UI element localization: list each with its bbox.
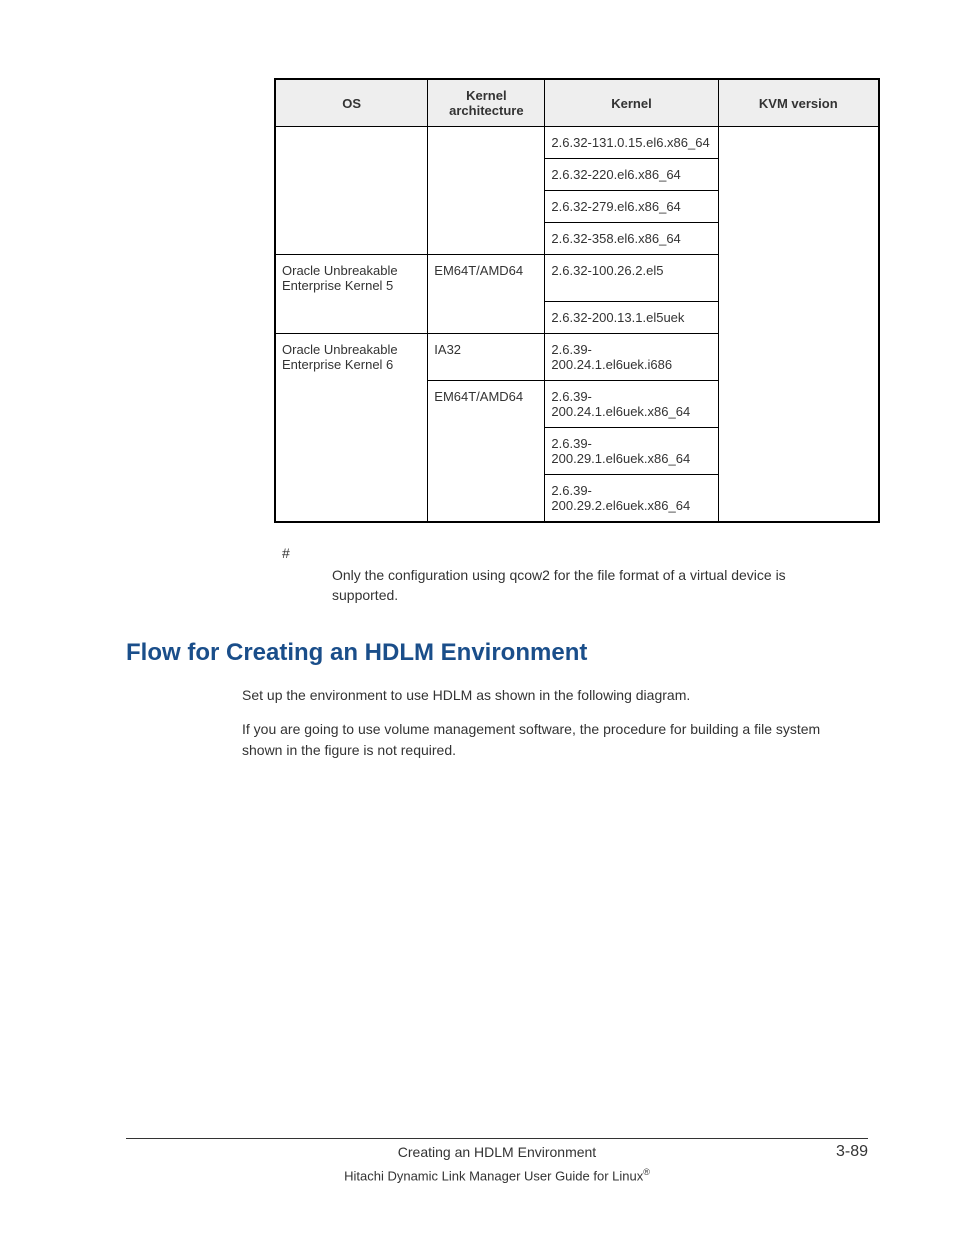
table-row: 2.6.32-131.0.15.el6.x86_64 [275,127,879,159]
table-row: 2.6.39-200.29.1.el6uek.x86_64 [275,427,879,474]
cell-os [275,223,428,255]
cell-kernel: 2.6.32-220.el6.x86_64 [545,159,718,191]
cell-kvm [718,255,879,302]
cell-arch: EM64T/AMD64 [428,380,545,427]
page-footer: Creating an HDLM Environment 3-89 Hitach… [126,1138,868,1183]
table-row: Oracle Unbreakable Enterprise Kernel 6 I… [275,333,879,380]
table-row: 2.6.32-220.el6.x86_64 [275,159,879,191]
footer-subtitle: Hitachi Dynamic Link Manager User Guide … [126,1167,868,1183]
page-number: 3-89 [798,1143,868,1161]
cell-kvm [718,380,879,427]
cell-arch: IA32 [428,333,545,380]
cell-kernel: 2.6.32-279.el6.x86_64 [545,191,718,223]
cell-arch [428,301,545,333]
table-row: Oracle Unbreakable Enterprise Kernel 5 E… [275,255,879,302]
cell-os [275,474,428,522]
header-kvm: KVM version [718,79,879,127]
table-row: 2.6.39-200.29.2.el6uek.x86_64 [275,474,879,522]
kernel-support-table: OS Kernel architecture Kernel KVM versio… [274,78,880,523]
cell-os [275,127,428,159]
cell-os [275,301,428,333]
cell-kvm [718,127,879,159]
cell-arch [428,191,545,223]
body-paragraph: Set up the environment to use HDLM as sh… [242,685,828,705]
cell-os: Oracle Unbreakable Enterprise Kernel 5 [275,255,428,302]
cell-arch [428,223,545,255]
body-paragraph: If you are going to use volume managemen… [242,719,828,760]
footnote: # Only the configuration using qcow2 for… [274,545,828,606]
table-row: 2.6.32-200.13.1.el5uek [275,301,879,333]
cell-arch: EM64T/AMD64 [428,255,545,302]
footnote-marker: # [282,545,828,561]
cell-kernel: 2.6.32-358.el6.x86_64 [545,223,718,255]
cell-kernel: 2.6.32-200.13.1.el5uek [545,301,718,333]
table-header-row: OS Kernel architecture Kernel KVM versio… [275,79,879,127]
section-heading: Flow for Creating an HDLM Environment [126,639,828,667]
cell-os [275,159,428,191]
table-row: 2.6.32-279.el6.x86_64 [275,191,879,223]
cell-arch [428,159,545,191]
cell-kvm [718,191,879,223]
cell-os [275,191,428,223]
table-row: EM64T/AMD64 2.6.39-200.24.1.el6uek.x86_6… [275,380,879,427]
footer-title: Creating an HDLM Environment [196,1144,798,1160]
footer-subtitle-text: Hitachi Dynamic Link Manager User Guide … [344,1168,643,1183]
cell-kernel: 2.6.32-100.26.2.el5 [545,255,718,302]
cell-kernel: 2.6.39-200.24.1.el6uek.x86_64 [545,380,718,427]
cell-kvm [718,333,879,380]
cell-arch [428,427,545,474]
cell-kvm [718,159,879,191]
cell-kernel: 2.6.39-200.29.2.el6uek.x86_64 [545,474,718,522]
cell-kvm [718,301,879,333]
cell-kvm [718,474,879,522]
cell-kernel: 2.6.39-200.29.1.el6uek.x86_64 [545,427,718,474]
cell-kvm [718,223,879,255]
cell-kvm [718,427,879,474]
header-kernel: Kernel [545,79,718,127]
registered-mark: ® [643,1167,650,1177]
cell-os [275,380,428,427]
cell-arch [428,127,545,159]
header-arch: Kernel architecture [428,79,545,127]
cell-os: Oracle Unbreakable Enterprise Kernel 6 [275,333,428,380]
cell-arch [428,474,545,522]
table-row: 2.6.32-358.el6.x86_64 [275,223,879,255]
header-os: OS [275,79,428,127]
cell-kernel: 2.6.32-131.0.15.el6.x86_64 [545,127,718,159]
cell-kernel: 2.6.39-200.24.1.el6uek.i686 [545,333,718,380]
cell-os [275,427,428,474]
footnote-text: Only the configuration using qcow2 for t… [332,565,828,606]
